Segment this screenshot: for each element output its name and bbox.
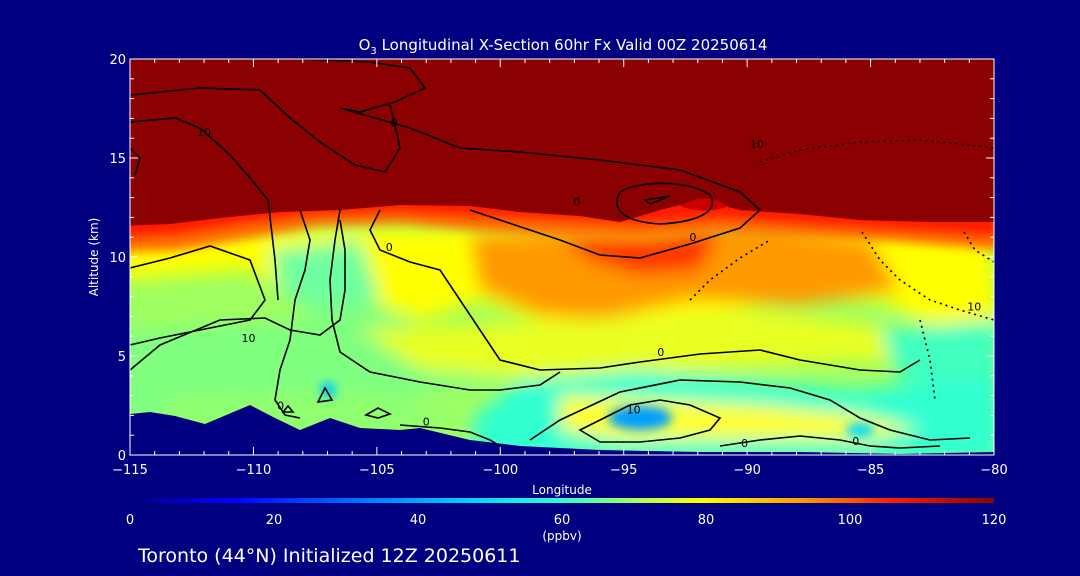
field-red-bump — [680, 198, 728, 211]
contour-label-2: 10 — [241, 332, 255, 345]
contour-neg-10-right — [861, 231, 994, 321]
colorbar-tick-label-4: 80 — [698, 513, 715, 528]
x-tick-label-4: −95 — [610, 463, 637, 478]
field-yellow-mid — [360, 310, 994, 380]
contour-label-layer: 10 0 10 0 0 0 10 10 0 10 0 0 0 0 — [197, 116, 981, 450]
contour-lines — [130, 59, 994, 449]
contour-0-bump — [316, 386, 334, 404]
contour-10-upper-left-b — [130, 117, 279, 301]
contour-10-lower-left — [130, 219, 346, 371]
contour-neg-10-upper-right — [759, 139, 994, 163]
colorbar-tick-label-6: 120 — [982, 513, 1007, 528]
contour-label-8: 0 — [657, 346, 664, 359]
y-tick-label-1: 5 — [118, 350, 126, 365]
y-tick-label-3: 15 — [109, 152, 126, 167]
colorbar-units: (ppbv) — [542, 529, 581, 543]
title-rest: Longitudinal X-Section 60hr Fx Valid 00Z… — [377, 36, 768, 54]
colorbar-tick-label-3: 60 — [554, 513, 571, 528]
y-tick-label-4: 20 — [109, 53, 126, 68]
contour-10-closed — [616, 182, 714, 225]
field-dark-red-top — [130, 59, 994, 226]
contour-label-13: 0 — [852, 435, 859, 448]
contour-label-1: 0 — [391, 116, 398, 129]
contour-0-tiny — [281, 404, 295, 413]
contour-0-left-vert — [130, 245, 266, 346]
plot-area: 10 0 10 0 0 0 10 10 0 10 0 0 0 0 — [130, 59, 994, 455]
footer-text: Toronto (44°N) Initialized 12Z 20250611 — [137, 545, 521, 567]
y-tick-label-2: 10 — [109, 251, 126, 266]
field-blue-minimum — [608, 406, 672, 430]
field-cyan-spot-2 — [846, 423, 874, 437]
contour-label-10: 0 — [423, 415, 430, 428]
x-tick-label-5: −90 — [733, 463, 760, 478]
title-ozone-symbol: O — [359, 36, 371, 54]
contour-10-left-edge — [130, 147, 141, 176]
x-tick-label-6: −85 — [857, 463, 884, 478]
x-tick-label-7: −80 — [980, 463, 1007, 478]
colorbar-tick-label-0: 0 — [126, 513, 134, 528]
contour-10-upper-left — [130, 87, 401, 173]
field-cyan-right — [880, 320, 994, 380]
colorbar-tick-label-2: 40 — [410, 513, 427, 528]
y-axis-ticks: 0 5 10 15 20 — [109, 53, 994, 464]
contour-label-5: 0 — [689, 231, 696, 244]
y-tick-label-0: 0 — [118, 449, 126, 464]
contour-10-inner — [643, 195, 671, 205]
contour-neg-lower-right — [919, 319, 936, 401]
contour-label-12: 0 — [741, 437, 748, 450]
contour-label-11: 0 — [277, 399, 284, 412]
terrain — [130, 405, 994, 455]
x-tick-label-0: −115 — [112, 463, 148, 478]
x-tick-label-3: −100 — [482, 463, 518, 478]
contour-0-bottom — [399, 424, 501, 447]
title-subscript: 3 — [370, 46, 376, 57]
colorbar — [130, 498, 994, 503]
x-axis-ticks: −115 −110 −105 −100 −95 −90 −85 −80 — [112, 59, 1008, 478]
contour-0-lower — [529, 379, 971, 441]
contour-label-9: 10 — [627, 403, 641, 416]
contour-label-7: 10 — [967, 300, 981, 313]
contour-0-mid — [274, 209, 311, 419]
contour-0-center-b — [329, 209, 561, 391]
contour-label-3: 0 — [386, 241, 393, 254]
contour-10-lower — [578, 399, 722, 443]
contour-neg-right-edge — [963, 231, 994, 263]
chart-title: O3 Longitudinal X-Section 60hr Fx Valid … — [359, 36, 768, 57]
colorbar-ticks: 0 20 40 60 80 100 120 — [126, 513, 1007, 528]
field-red-mid — [560, 230, 720, 275]
contour-0-bump-2 — [363, 407, 393, 419]
contour-0-center — [369, 209, 921, 373]
contour-0-upper — [299, 59, 762, 259]
contour-0-bottom-right — [719, 435, 941, 449]
x-axis-label: Longitude — [532, 483, 592, 497]
field-sharp-features — [320, 382, 874, 437]
y-axis-label: Altitude (km) — [87, 218, 101, 297]
colorbar-tick-label-1: 20 — [266, 513, 283, 528]
contour-label-4: 0 — [573, 196, 580, 209]
x-tick-label-1: −110 — [236, 463, 272, 478]
x-tick-label-2: −105 — [359, 463, 395, 478]
contour-label-0: 10 — [197, 126, 211, 139]
contour-label-6: 10 — [750, 138, 764, 151]
colorbar-tick-label-5: 100 — [838, 513, 863, 528]
field-cyan-spot — [320, 382, 336, 398]
field-green-left — [130, 300, 520, 420]
